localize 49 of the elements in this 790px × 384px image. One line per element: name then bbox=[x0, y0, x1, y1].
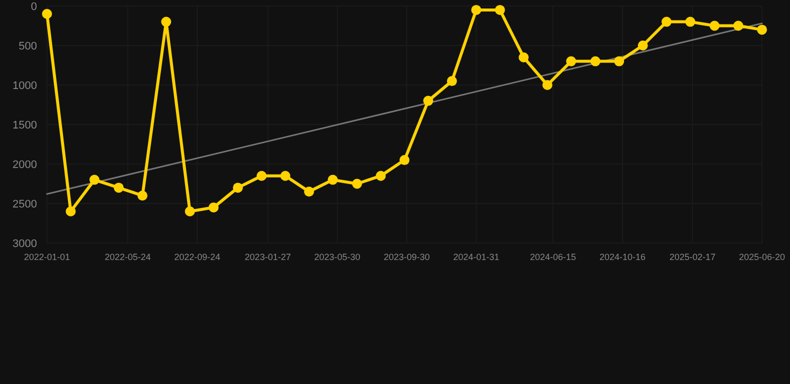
x-tick-label: 2023-05-30 bbox=[314, 252, 360, 262]
x-tick-label: 2024-06-15 bbox=[530, 252, 576, 262]
point bbox=[89, 174, 100, 185]
point bbox=[638, 40, 648, 50]
point bbox=[114, 182, 124, 193]
point bbox=[256, 170, 267, 181]
point bbox=[662, 16, 672, 27]
point bbox=[137, 190, 148, 201]
point bbox=[710, 20, 720, 31]
point bbox=[542, 80, 552, 90]
point bbox=[446, 76, 457, 86]
y-tick-label: 0 bbox=[30, 0, 37, 13]
point bbox=[232, 182, 243, 193]
y-tick-label: 1500 bbox=[12, 119, 37, 132]
y-tick-label: 3000 bbox=[12, 238, 37, 250]
point bbox=[518, 52, 529, 62]
x-tick-label: 2025-02-17 bbox=[670, 252, 716, 262]
y-tick-label: 1000 bbox=[12, 80, 37, 92]
point bbox=[304, 186, 314, 197]
x-tick-label: 2023-01-27 bbox=[244, 252, 291, 262]
point bbox=[161, 16, 172, 27]
point bbox=[614, 56, 624, 66]
point bbox=[757, 24, 767, 35]
point bbox=[471, 4, 482, 15]
point bbox=[66, 206, 76, 216]
point bbox=[328, 174, 338, 185]
x-tick-label: 2022-05-24 bbox=[104, 252, 151, 262]
point bbox=[42, 8, 52, 19]
point bbox=[184, 206, 195, 216]
x-tick-label: 2024-01-31 bbox=[453, 252, 500, 262]
y-tick-label: 500 bbox=[18, 40, 37, 52]
x-tick-label: 2023-09-30 bbox=[384, 252, 430, 262]
point bbox=[590, 56, 600, 66]
point bbox=[352, 178, 362, 189]
x-tick-label: 2022-01-01 bbox=[24, 252, 70, 262]
point bbox=[423, 96, 434, 106]
x-tick-label: 2025-06-20 bbox=[738, 252, 786, 262]
point bbox=[733, 20, 744, 31]
x-tick-label: 2022-09-24 bbox=[174, 252, 220, 262]
point bbox=[376, 170, 386, 181]
point bbox=[566, 56, 576, 66]
point bbox=[685, 16, 696, 27]
y-tick-label: 2000 bbox=[12, 158, 37, 171]
x-tick-label: 2024-10-16 bbox=[599, 252, 646, 262]
point bbox=[280, 170, 290, 181]
point bbox=[494, 4, 505, 15]
y-tick-label: 2500 bbox=[12, 198, 37, 210]
point bbox=[400, 155, 410, 166]
point bbox=[208, 202, 219, 212]
